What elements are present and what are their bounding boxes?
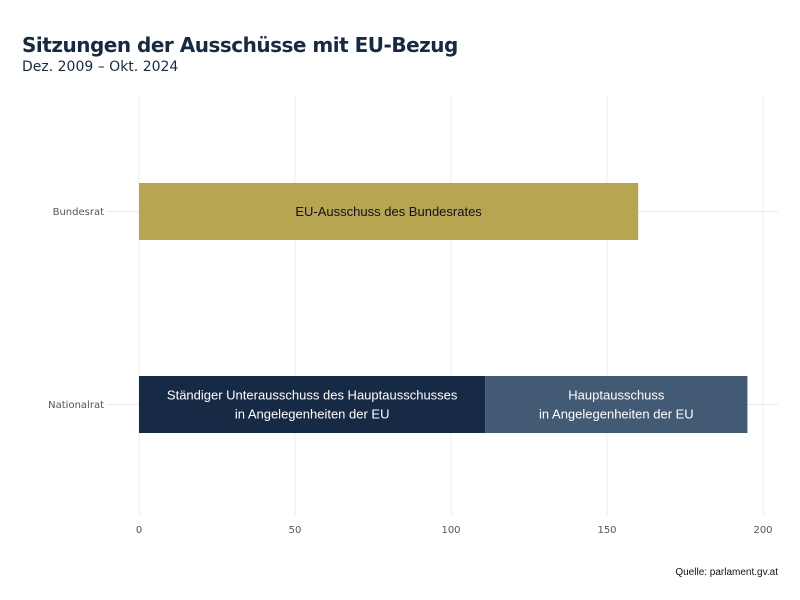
bar-segment bbox=[485, 376, 748, 433]
y-tick-label: Nationalrat bbox=[48, 400, 104, 411]
chart-subtitle: Dez. 2009 – Okt. 2024 bbox=[22, 59, 179, 75]
chart-title: Sitzungen der Ausschüsse mit EU-Bezug bbox=[22, 33, 458, 57]
bar-label: in Angelegenheiten der EU bbox=[235, 407, 390, 422]
x-tick-label: 200 bbox=[753, 525, 772, 536]
bar-label: Ständiger Unterausschuss des Hauptaussch… bbox=[167, 388, 458, 403]
x-tick-label: 100 bbox=[441, 525, 460, 536]
source-note: Quelle: parlament.gv.at bbox=[675, 567, 778, 578]
bar-label: in Angelegenheiten der EU bbox=[539, 407, 694, 422]
bar-segment bbox=[139, 183, 639, 240]
x-tick-label: 0 bbox=[136, 525, 142, 536]
x-tick-label: 150 bbox=[597, 525, 616, 536]
x-tick-label: 50 bbox=[289, 525, 302, 536]
y-tick-label: Bundesrat bbox=[53, 207, 104, 218]
bar-segment bbox=[139, 376, 486, 433]
bar-label: EU-Ausschuss des Bundesrates bbox=[295, 204, 482, 219]
bar-label: Hauptausschuss bbox=[568, 388, 665, 403]
